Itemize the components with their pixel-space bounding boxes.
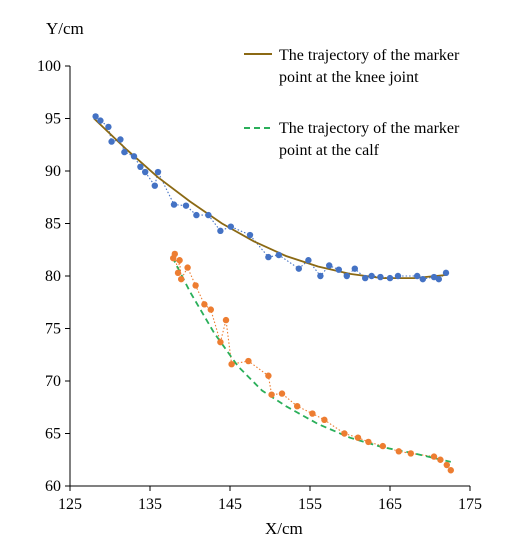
series-0-point [246, 231, 254, 239]
y-tick-label: 75 [45, 321, 61, 338]
series-0-point [193, 211, 200, 219]
y-tick-label: 60 [45, 478, 61, 495]
y-tick-label: 85 [45, 216, 61, 233]
y-tick-labels: 60 65 70 75 80 85 90 95 100 [37, 58, 70, 495]
y-tick-label: 100 [37, 58, 61, 75]
series-0-point [275, 251, 282, 259]
series-1-point [294, 403, 301, 410]
series-1-point [341, 430, 348, 437]
trendline-1 [171, 256, 452, 463]
series-1-point [443, 461, 450, 469]
series-0-point [105, 123, 112, 131]
series-1-point [207, 306, 214, 313]
series-1-point [178, 275, 185, 283]
x-tick-label: 155 [298, 496, 322, 513]
series-0-point [419, 275, 426, 283]
x-tick-label: 135 [138, 496, 162, 513]
series-0-point [362, 274, 369, 282]
series-0-point [343, 272, 350, 280]
series-1-point [217, 338, 224, 346]
series-0-point [442, 269, 450, 277]
y-tick-label: 70 [45, 373, 61, 390]
legend-label-knee-line2: point at the knee joint [279, 69, 419, 86]
series-0-point [386, 274, 394, 282]
series-0-point [217, 227, 224, 235]
x-tick-label: 125 [58, 496, 82, 513]
series-1-point [184, 264, 191, 271]
series-1-point [222, 316, 230, 324]
legend-label-calf-line1: The trajectory of the marker [279, 120, 460, 137]
legend-label-calf-line2: point at the calf [279, 142, 380, 159]
series-0-point [108, 138, 115, 145]
series-1-point [437, 456, 444, 463]
series-1-point [321, 416, 328, 424]
series-1-point [192, 282, 199, 289]
series-0-point [170, 201, 178, 208]
series-1-point [365, 438, 372, 446]
x-tick-label: 145 [218, 496, 242, 513]
series-1-point [268, 391, 275, 398]
series-0-connector [95, 115, 447, 280]
y-tick-label: 80 [45, 268, 61, 285]
series-0-point [142, 168, 149, 176]
trendline-0 [93, 117, 447, 279]
series-0-point [295, 265, 302, 272]
series-0-point [92, 113, 99, 120]
series-1-point [407, 450, 414, 457]
series-0-point [435, 275, 442, 283]
series-1-point [201, 301, 208, 308]
x-axis-title: X/cm [265, 519, 303, 538]
series-0-point [121, 148, 128, 156]
series-0-point [117, 136, 124, 143]
series-1-point [447, 467, 454, 474]
x-tick-label: 175 [458, 496, 482, 513]
series-0-point [265, 253, 272, 261]
series-0-point [97, 117, 104, 124]
series-1-point [278, 390, 286, 397]
series-1-point [245, 357, 252, 365]
legend-label-knee-line1: The trajectory of the marker [279, 47, 460, 64]
series-1-point [265, 372, 272, 379]
series-0-point [326, 262, 333, 269]
y-tick-label: 65 [45, 426, 61, 443]
y-tick-label: 90 [45, 163, 61, 180]
series-1-point [228, 361, 235, 368]
y-axis-title: Y/cm [46, 19, 84, 38]
series-0-point [368, 272, 375, 280]
series-1-point [171, 250, 178, 258]
series-0-point [335, 266, 342, 273]
series-0-point [351, 265, 358, 272]
y-tick-label: 95 [45, 111, 61, 128]
legend: The trajectory of the marker point at th… [244, 47, 460, 159]
series-1-point [354, 434, 362, 441]
series-1-point [379, 442, 386, 450]
x-tick-labels: 125 135 145 155 165 175 [58, 486, 482, 513]
series-1-point [174, 269, 182, 277]
series-0-point [137, 163, 144, 170]
series-0-point [394, 272, 402, 280]
series-0-point [130, 153, 138, 160]
series-0-point [430, 273, 438, 281]
series-0-point [305, 257, 312, 264]
data-points [92, 113, 454, 474]
series-1-point [395, 448, 402, 455]
x-tick-label: 165 [378, 496, 402, 513]
series-1-point [176, 257, 183, 264]
series-0-point [205, 211, 212, 219]
series-0-point [377, 273, 384, 281]
series-0-point [151, 182, 158, 189]
series-1-point [309, 410, 316, 417]
series-0-point [227, 223, 234, 230]
series-1-point [430, 453, 438, 460]
series-0-point [317, 272, 324, 280]
series-1-connector [172, 251, 452, 471]
series-0-point [154, 168, 162, 176]
series-0-point [414, 272, 421, 280]
series-0-point [182, 202, 190, 209]
